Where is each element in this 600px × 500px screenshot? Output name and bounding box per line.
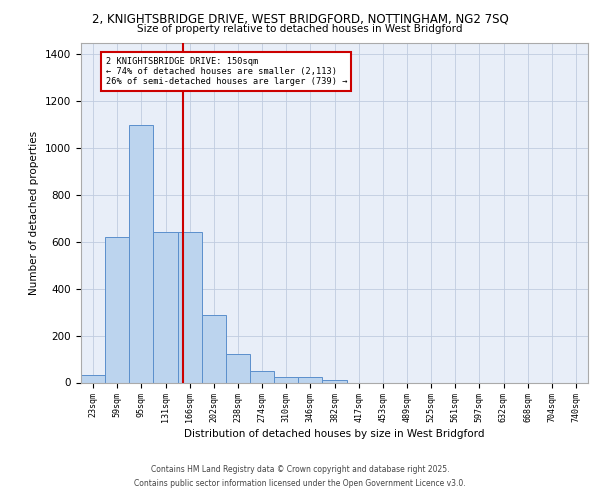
X-axis label: Distribution of detached houses by size in West Bridgford: Distribution of detached houses by size … [184,429,485,439]
Bar [129,124,154,382]
Text: Contains HM Land Registry data © Crown copyright and database right 2025.
Contai: Contains HM Land Registry data © Crown c… [134,466,466,487]
Bar [322,380,347,382]
Text: 2, KNIGHTSBRIDGE DRIVE, WEST BRIDGFORD, NOTTINGHAM, NG2 7SQ: 2, KNIGHTSBRIDGE DRIVE, WEST BRIDGFORD, … [92,12,508,26]
Bar [178,232,202,382]
Bar [250,372,274,382]
Bar [105,237,129,382]
Text: Size of property relative to detached houses in West Bridgford: Size of property relative to detached ho… [137,24,463,34]
Bar [81,376,105,382]
Bar [226,354,250,382]
Bar [298,376,322,382]
Text: 2 KNIGHTSBRIDGE DRIVE: 150sqm
← 74% of detached houses are smaller (2,113)
26% o: 2 KNIGHTSBRIDGE DRIVE: 150sqm ← 74% of d… [106,56,347,86]
Y-axis label: Number of detached properties: Number of detached properties [29,130,40,294]
Bar [202,314,226,382]
Bar [154,232,178,382]
Bar [274,376,298,382]
